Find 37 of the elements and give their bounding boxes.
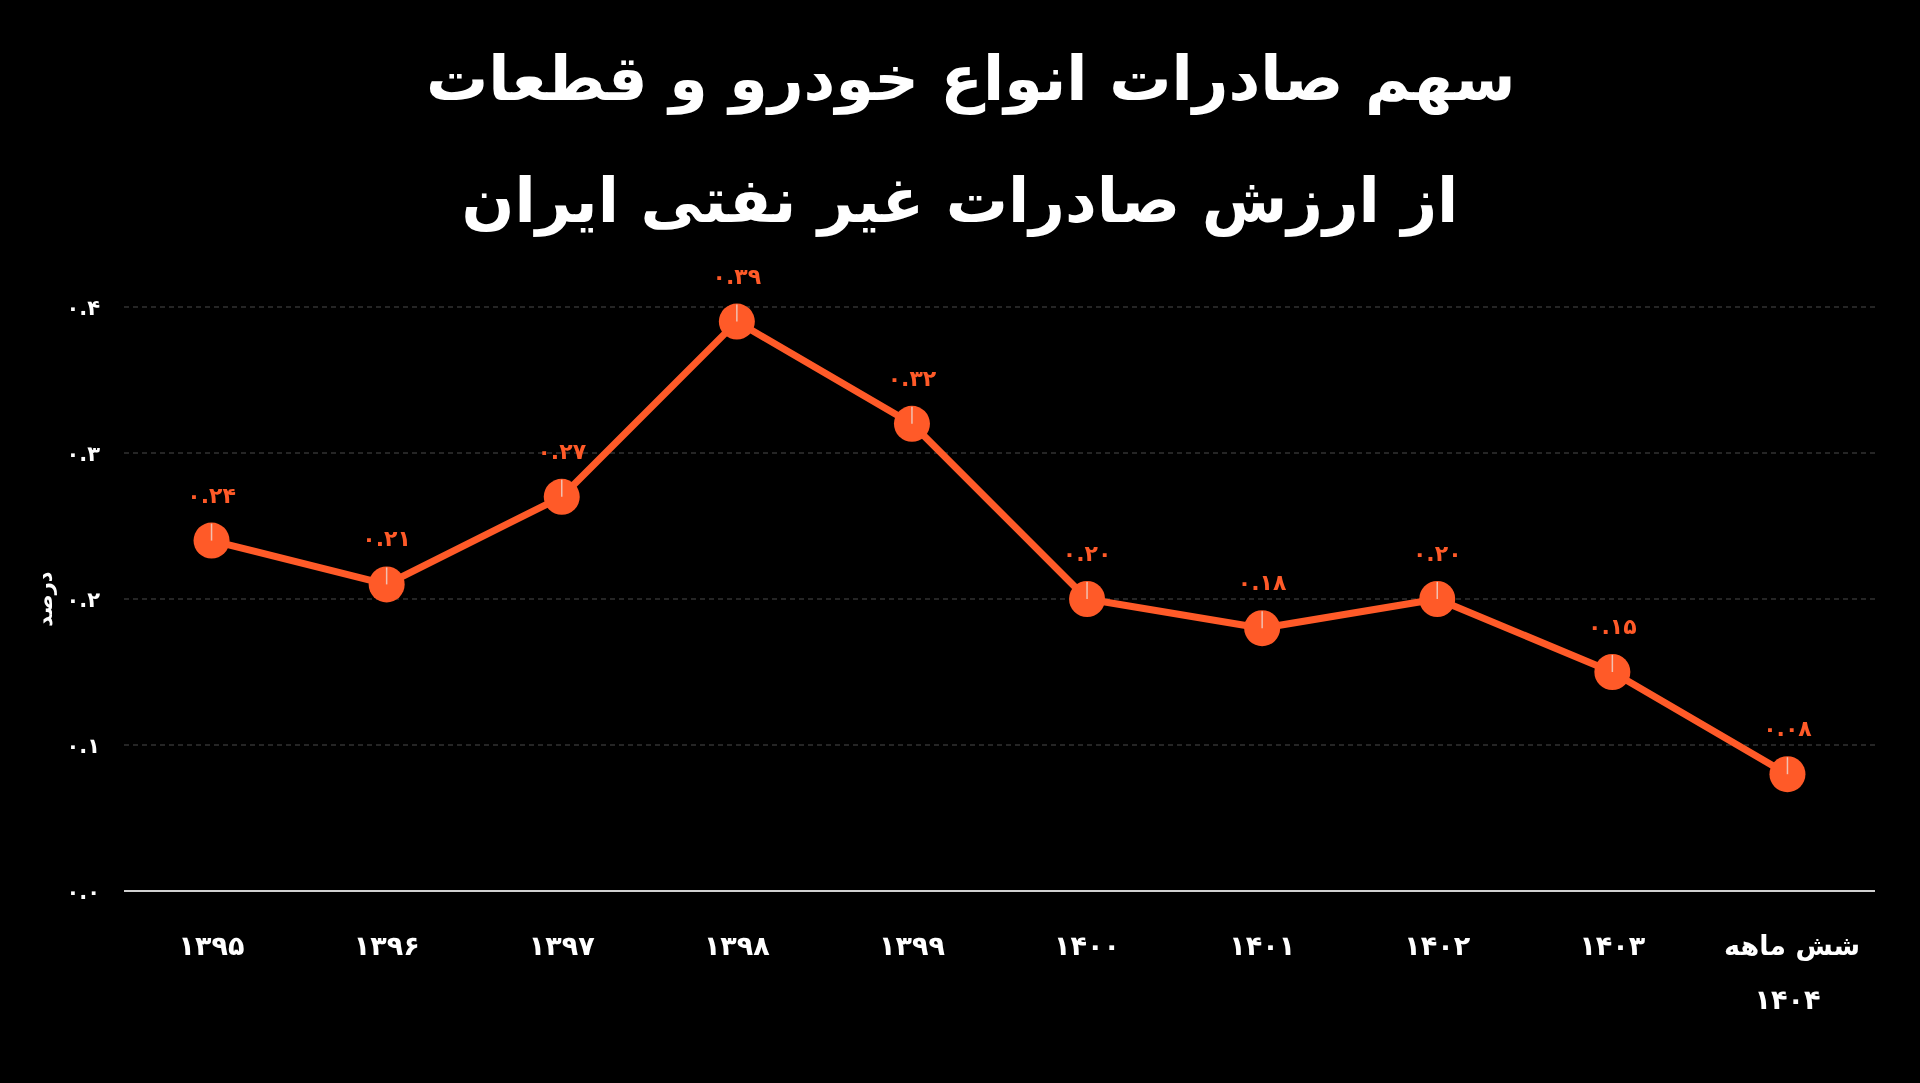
- x-tick-label: ۱۳۹۵: [178, 930, 245, 961]
- data-label: ۰.۱۵: [1588, 614, 1637, 639]
- data-label: ۰.۲۱: [362, 526, 411, 552]
- y-axis-title: درصد: [33, 571, 57, 627]
- point: [1419, 581, 1456, 617]
- data-label: ۰.۲۰: [1412, 541, 1462, 566]
- x-tick-label: ۱۳۹۹: [878, 930, 945, 961]
- chart-title: سهم صادرات انواع خودرو و قطعات از ارزش صادرات غیر نفتی ایران: [404, 42, 1516, 237]
- data-label: ۰.۲۰: [1062, 541, 1112, 566]
- x-tick-label: ۱۴۰۲: [1404, 930, 1471, 961]
- point: [1244, 610, 1281, 647]
- data-label: ۰.۳۲: [887, 365, 937, 391]
- data-label: ۰.۱۸: [1237, 570, 1288, 596]
- y-tick-label: ۰.۳: [66, 442, 101, 466]
- point: [893, 405, 930, 442]
- point: [1769, 756, 1806, 793]
- x-tick-label: ۱۳۹۷: [528, 930, 596, 961]
- x-tick-label: ۱۴۰۰: [1054, 930, 1121, 961]
- y-tick-label: ۰.۴: [66, 296, 101, 320]
- point: [1069, 581, 1106, 617]
- point: [543, 478, 580, 515]
- data-label: ۰.۰۸: [1763, 716, 1813, 742]
- x-tick-label: ۱۳۹۶: [353, 930, 420, 961]
- x-tick-label: ۱۳۹۸: [703, 930, 771, 961]
- data-label: ۰.۲۴: [187, 482, 236, 508]
- y-tick-label: ۰.۲: [66, 588, 101, 612]
- data-label: ۰.۳۹: [712, 263, 762, 289]
- data-label: ۰.۲۷: [537, 438, 587, 464]
- x-tick-label: ۱۴۰۳: [1579, 930, 1646, 961]
- y-tick-label: ۰.۱: [66, 734, 100, 758]
- x-tick-label: ۱۴۰۱: [1229, 930, 1296, 961]
- point: [368, 566, 405, 603]
- point: [718, 303, 755, 340]
- x-tick-label: شش ماهه ۱۴۰۴: [1714, 930, 1861, 1015]
- point: [193, 522, 230, 559]
- y-tick-label: ۰.۰: [66, 880, 100, 904]
- point: [1594, 654, 1631, 690]
